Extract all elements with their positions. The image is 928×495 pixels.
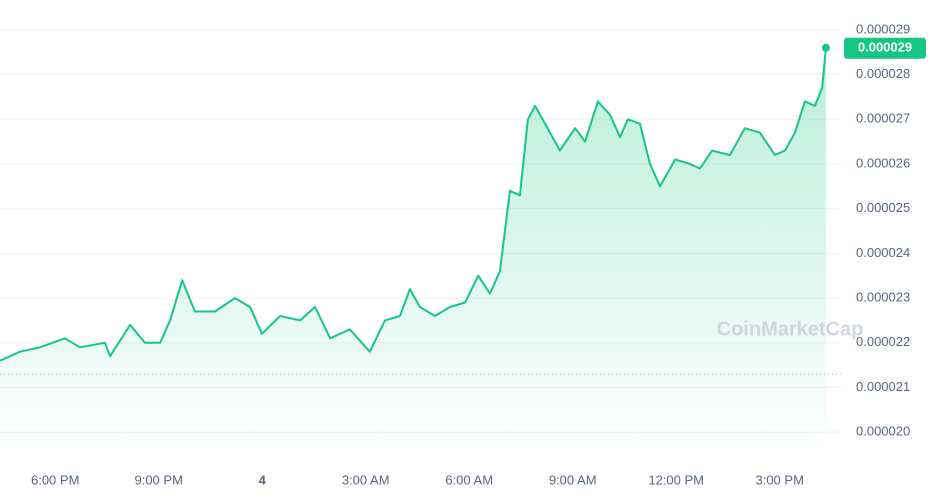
x-tick-label: 4	[259, 472, 267, 487]
x-tick-label: 3:00 PM	[755, 472, 803, 487]
price-tag	[844, 37, 926, 59]
x-tick-label: 6:00 PM	[31, 472, 79, 487]
price-area	[0, 47, 826, 460]
price-tag-label: 0.000029	[858, 40, 912, 55]
x-tick-label: 12:00 PM	[648, 472, 704, 487]
y-tick-label: 0.000026	[856, 155, 910, 170]
y-tick-label: 0.000022	[856, 334, 910, 349]
price-line	[0, 47, 827, 362]
y-tick-label: 0.000027	[856, 111, 910, 126]
y-tick-label: 0.000021	[856, 379, 910, 394]
watermark: CoinMarketCap	[717, 318, 864, 340]
y-tick-label: 0.000024	[856, 245, 910, 260]
plot	[0, 43, 830, 460]
last-point	[821, 43, 830, 52]
y-tick-label: 0.000029	[856, 21, 910, 36]
x-tick-label: 6:00 AM	[445, 472, 493, 487]
x-tick-label: 9:00 AM	[549, 472, 597, 487]
y-tick-label: 0.000020	[856, 424, 910, 439]
y-tick-label: 0.000023	[856, 290, 910, 305]
y-tick-label: 0.000028	[856, 66, 910, 81]
y-tick-label: 0.000025	[856, 200, 910, 215]
x-tick-label: 3:00 AM	[342, 472, 390, 487]
x-tick-label: 9:00 PM	[134, 472, 182, 487]
